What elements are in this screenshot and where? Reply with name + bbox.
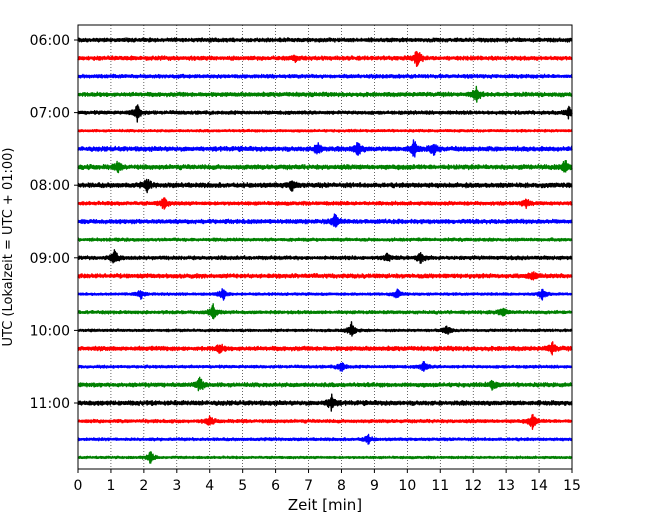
seismic-trace-row-23 [77,451,573,464]
seismic-trace-row-2 [77,73,573,79]
seismic-trace-row-7 [77,159,573,174]
x-tick-label: 5 [238,478,247,494]
x-tick-label: 2 [139,478,148,494]
y-tick-label: 08:00 [30,178,70,194]
seismic-trace-row-20 [77,393,573,412]
seismic-trace-row-8 [77,178,573,194]
y-axis-ticks: 06:00 07:00 08:00 09:00 10:00 11:00 [30,33,78,412]
x-tick-label: 15 [563,478,581,494]
x-tick-label: 7 [304,478,313,494]
x-tick-label: 3 [172,478,181,494]
x-tick-label: 14 [530,478,548,494]
x-tick-label: 13 [497,478,515,494]
y-tick-label: 09:00 [30,251,70,267]
y-tick-label: 10:00 [30,323,70,339]
x-tick-label: 8 [337,478,346,494]
x-tick-label: 0 [74,478,83,494]
seismic-trace-row-21 [77,413,573,430]
seismic-trace-row-0 [77,37,573,43]
seismic-trace-row-9 [77,197,573,210]
x-tick-label: 4 [205,478,214,494]
y-tick-label: 06:00 [30,33,70,49]
trace-layer [77,37,573,464]
seismic-trace-row-16 [77,321,573,337]
seismic-trace-row-14 [77,288,573,301]
seismic-trace-row-15 [77,303,573,320]
y-axis-title: UTC (Lokalzeit = UTC + 01:00) [1,148,16,347]
x-axis-ticks: 0 1 2 3 4 5 6 7 8 9 10 11 12 13 14 15 [74,469,581,494]
x-tick-label: 10 [398,478,416,494]
seismic-trace-row-10 [77,213,573,228]
seismic-trace-row-13 [77,271,573,281]
x-tick-label: 9 [370,478,379,494]
x-tick-label: 6 [271,478,280,494]
x-tick-label: 1 [106,478,115,494]
y-tick-label: 11:00 [30,396,70,412]
vertical-grid [110,25,540,469]
x-tick-label: 12 [464,478,482,494]
seismic-trace-row-19 [77,376,573,392]
plot-frame [77,24,573,470]
x-tick-label: 11 [431,478,449,494]
seismic-trace-row-3 [77,85,573,103]
seismic-trace-row-6 [77,139,573,158]
seismic-trace-row-17 [77,341,573,356]
x-axis-title: Zeit [min] [288,496,362,514]
seismic-trace-row-22 [77,433,573,445]
seismic-trace-row-4 [77,104,573,123]
seismic-trace-row-12 [77,249,573,264]
seismic-trace-row-1 [77,50,573,68]
y-tick-label: 07:00 [30,106,70,122]
seismic-trace-row-5 [77,128,573,133]
seismic-trace-row-18 [77,360,573,372]
seismic-trace-row-11 [77,237,573,242]
